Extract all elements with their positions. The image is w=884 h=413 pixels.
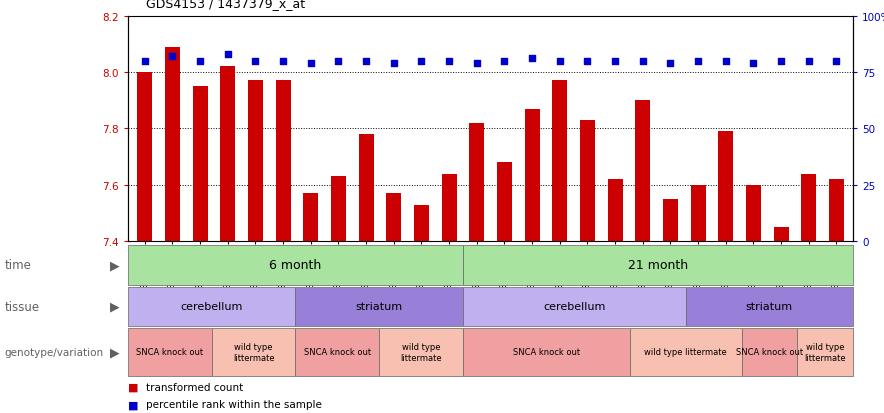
Bar [686, 287, 853, 326]
Bar [379, 328, 462, 376]
Text: SNCA knock out: SNCA knock out [304, 348, 371, 356]
Point [498, 58, 512, 65]
Bar [462, 287, 686, 326]
Bar [193, 87, 208, 242]
Point [469, 60, 484, 67]
Bar [469, 123, 484, 242]
Bar [414, 205, 429, 242]
Point [525, 56, 539, 63]
Bar [742, 328, 797, 376]
Bar [331, 177, 346, 242]
Bar [128, 246, 462, 285]
Text: striatum: striatum [746, 301, 793, 312]
Text: transformed count: transformed count [146, 382, 243, 392]
Point [663, 60, 677, 67]
Bar [295, 287, 462, 326]
Bar [295, 328, 379, 376]
Point [138, 58, 152, 65]
Point [165, 54, 179, 60]
Text: SNCA knock out: SNCA knock out [513, 348, 580, 356]
Bar [128, 328, 212, 376]
Text: ■: ■ [128, 399, 139, 409]
Bar [630, 328, 742, 376]
Text: wild type
littermate: wild type littermate [400, 342, 442, 362]
Bar [797, 328, 853, 376]
Bar [276, 81, 291, 242]
Point [719, 58, 733, 65]
Point [802, 58, 816, 65]
Text: tissue: tissue [4, 300, 40, 313]
Text: genotype/variation: genotype/variation [4, 347, 103, 357]
Bar [441, 174, 457, 242]
Point [636, 58, 650, 65]
Bar [212, 328, 295, 376]
Bar [552, 81, 568, 242]
Bar [220, 67, 235, 242]
Bar [128, 287, 295, 326]
Bar [829, 180, 844, 242]
Bar [164, 47, 180, 242]
Text: percentile rank within the sample: percentile rank within the sample [146, 399, 322, 409]
Bar [359, 135, 374, 242]
Point [746, 60, 760, 67]
Point [608, 58, 622, 65]
Point [415, 58, 429, 65]
Point [581, 58, 595, 65]
Text: ▶: ▶ [110, 300, 119, 313]
Text: 21 month: 21 month [628, 259, 688, 272]
Point [552, 58, 567, 65]
Bar [248, 81, 263, 242]
Point [221, 52, 235, 58]
Text: 6 month: 6 month [270, 259, 322, 272]
Bar [524, 109, 540, 242]
Point [359, 58, 373, 65]
Point [332, 58, 346, 65]
Text: GDS4153 / 1437379_x_at: GDS4153 / 1437379_x_at [146, 0, 305, 10]
Bar [580, 121, 595, 242]
Text: striatum: striatum [355, 301, 403, 312]
Bar [462, 328, 630, 376]
Bar [497, 163, 512, 242]
Bar [690, 185, 705, 242]
Bar [746, 185, 761, 242]
Bar [801, 174, 817, 242]
Point [386, 60, 400, 67]
Text: cerebellum: cerebellum [180, 301, 243, 312]
Point [829, 58, 843, 65]
Text: wild type
littermate: wild type littermate [804, 342, 846, 362]
Point [442, 58, 456, 65]
Bar [386, 194, 401, 242]
Text: cerebellum: cerebellum [543, 301, 606, 312]
Text: wild type littermate: wild type littermate [644, 348, 728, 356]
Text: time: time [4, 259, 31, 272]
Point [691, 58, 705, 65]
Bar [718, 132, 734, 242]
Text: wild type
littermate: wild type littermate [232, 342, 274, 362]
Point [774, 58, 789, 65]
Bar [607, 180, 622, 242]
Bar [462, 246, 853, 285]
Point [248, 58, 263, 65]
Point [193, 58, 207, 65]
Text: SNCA knock out: SNCA knock out [735, 348, 803, 356]
Bar [663, 199, 678, 242]
Bar [137, 73, 152, 242]
Point [304, 60, 318, 67]
Bar [636, 101, 651, 242]
Text: ■: ■ [128, 382, 139, 392]
Text: SNCA knock out: SNCA knock out [136, 348, 203, 356]
Text: ▶: ▶ [110, 346, 119, 358]
Text: ▶: ▶ [110, 259, 119, 272]
Point [276, 58, 290, 65]
Bar [303, 194, 318, 242]
Bar [774, 228, 789, 242]
